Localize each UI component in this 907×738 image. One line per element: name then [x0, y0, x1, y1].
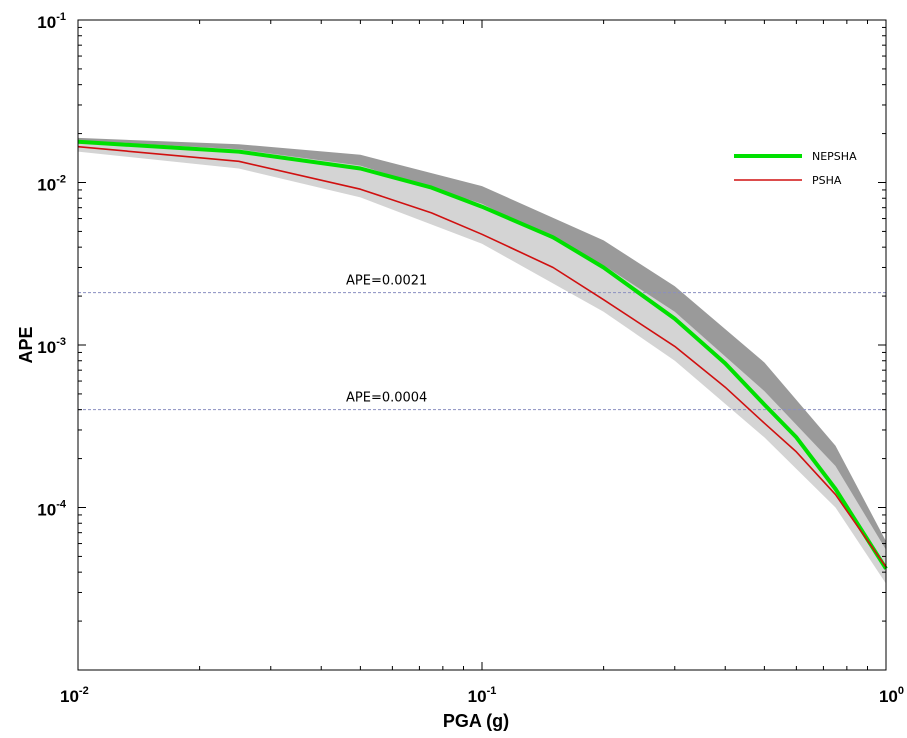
x-tick-label: 10-2 — [60, 685, 89, 706]
legend: NEPSHA PSHA — [734, 150, 857, 187]
legend-label-psha: PSHA — [812, 174, 842, 187]
y-tick-label: 10-3 — [37, 336, 66, 357]
data-series — [77, 139, 888, 570]
legend-label-nepsha: NEPSHA — [812, 150, 857, 163]
reference-label-1: APE=0.0021 — [346, 274, 427, 289]
y-tick-label: 10-2 — [37, 174, 66, 195]
axis-ticks — [77, 19, 887, 671]
x-tick-label: 10-1 — [468, 685, 497, 706]
x-axis-title: PGA (g) — [443, 711, 509, 731]
uncertainty-band-1 — [78, 137, 886, 564]
x-tick-label: 100 — [879, 685, 904, 706]
y-tick-label: 10-4 — [37, 499, 67, 520]
axis-tick-labels: 10-2 10-1 100 10-1 10-2 10-3 10-4 — [37, 11, 904, 706]
series-line-psha — [77, 145, 887, 568]
series-line-nepsha — [77, 139, 888, 570]
y-axis-title: APE — [16, 326, 36, 363]
reference-label-2: APE=0.0004 — [346, 391, 427, 406]
reference-lines: APE=0.0021 APE=0.0004 — [78, 274, 886, 411]
y-tick-label: 10-1 — [37, 11, 66, 32]
